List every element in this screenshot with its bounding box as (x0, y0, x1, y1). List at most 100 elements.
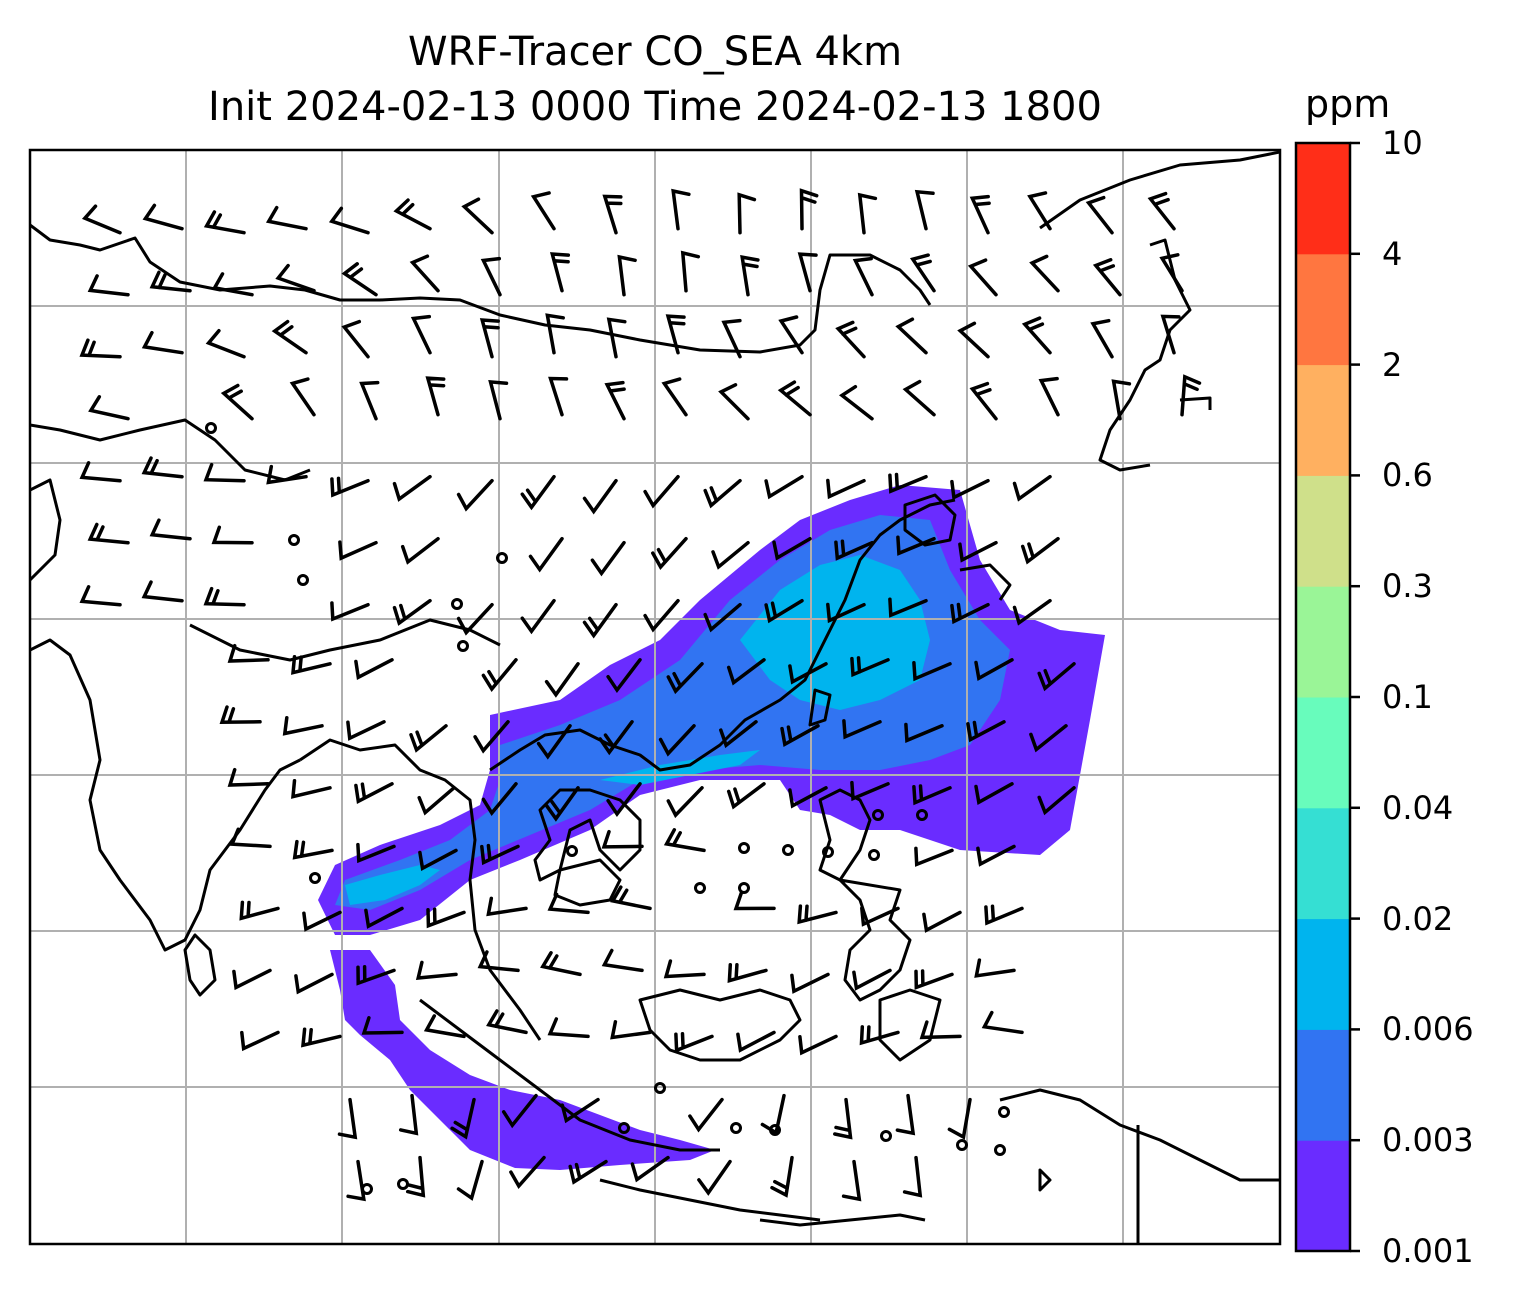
wind-barb (914, 846, 954, 867)
wind-barb (958, 540, 998, 563)
wind-barb (888, 472, 928, 494)
wind-barb (417, 786, 456, 816)
colorbar-tick-label: 4 (1382, 234, 1403, 273)
wind-barb (354, 658, 394, 680)
wind-barb (141, 580, 184, 603)
wind-barb (418, 848, 458, 871)
wind-barb (302, 910, 342, 932)
wind-barb (330, 601, 370, 622)
calm-wind-markers (205, 422, 1010, 1195)
wind-barb (777, 380, 812, 417)
wind-barb (838, 384, 874, 421)
wind-barb (969, 194, 991, 235)
wind-barb (330, 476, 370, 498)
wind-barb (850, 780, 890, 802)
wind-barb (480, 256, 502, 297)
wind-barb (857, 192, 878, 235)
wind-barb (896, 535, 936, 556)
calm-wind-marker (654, 1082, 666, 1094)
wind-barb (1020, 536, 1060, 565)
wind-barb (606, 658, 642, 694)
wind-barb (328, 206, 370, 235)
wind-barb (337, 1097, 358, 1140)
colorbar-swatch-0.6 (1296, 364, 1350, 476)
colorbar-tick-label: 0.1 (1382, 678, 1433, 716)
calm-wind-marker (868, 849, 880, 861)
wind-barb (658, 724, 696, 757)
colorbar-swatch-0.3 (1296, 475, 1350, 587)
wind-barb (950, 478, 990, 501)
wind-barb (770, 1155, 794, 1198)
wind-barb (141, 330, 184, 355)
wind-barb (606, 317, 627, 359)
calm-wind-marker (694, 882, 706, 894)
colorbar-unit: ppm (1305, 82, 1391, 126)
wind-barb (203, 586, 246, 607)
wind-barb (410, 314, 432, 355)
colorbar-tick-label: 0.04 (1382, 788, 1454, 827)
wind-barb (530, 191, 556, 231)
wind-barb (860, 906, 900, 927)
wind-barb (354, 782, 394, 804)
map-title-line2: Init 2024-02-13 0000 Time 2024-02-13 180… (208, 84, 1102, 130)
wind-barb (227, 643, 270, 663)
wind-barb (826, 602, 866, 624)
wind-barb (703, 478, 742, 509)
wind-barb (220, 383, 254, 421)
wind-barb (87, 522, 130, 545)
wind-barb (291, 654, 332, 675)
calm-wind-marker (496, 552, 508, 564)
wind-barbs (79, 188, 1202, 1202)
wind-barb (547, 1017, 590, 1039)
wind-barb (338, 540, 378, 561)
wind-barb (275, 263, 316, 293)
wind-barb (265, 205, 308, 231)
wind-barb (788, 662, 828, 685)
wind-barb (947, 1097, 972, 1140)
calm-wind-marker (998, 1106, 1010, 1118)
wind-barb (291, 778, 332, 799)
wind-barb (780, 724, 820, 748)
wind-barb (149, 270, 192, 293)
wind-barb (663, 828, 706, 853)
wind-barb (232, 968, 272, 991)
wind-barb (711, 540, 750, 570)
wind-barb (850, 656, 890, 678)
calm-wind-marker (769, 1124, 781, 1136)
wind-barb (912, 784, 952, 806)
wind-barb (967, 258, 998, 297)
wind-barb (536, 724, 572, 760)
wind-barb (772, 536, 812, 561)
wind-barb (764, 474, 804, 500)
plume-level-0.006-west (345, 865, 440, 905)
wind-barb (1012, 474, 1052, 502)
wind-barb (501, 1093, 538, 1129)
wind-barb (957, 321, 990, 359)
wind-barb (400, 536, 440, 565)
wind-barb (346, 1159, 366, 1202)
wind-barb (456, 478, 494, 512)
wind-barb (726, 658, 766, 686)
wind-barb (663, 959, 706, 979)
wind-barb (486, 1009, 528, 1035)
wind-barb (790, 972, 830, 994)
wind-barb (834, 539, 874, 561)
wind-barb (852, 256, 874, 297)
calm-wind-marker (956, 1139, 968, 1151)
wind-barb (726, 782, 766, 810)
wind-barb (671, 188, 691, 231)
wind-barb (79, 585, 122, 607)
wind-barb (426, 907, 466, 929)
wind-barb (895, 1093, 916, 1136)
wind-barb (392, 474, 432, 502)
wind-barb (361, 1016, 404, 1035)
map-title-line1: WRF-Tracer CO_SEA 4km (407, 29, 903, 75)
colorbar-swatch-0.04 (1296, 697, 1350, 809)
calm-wind-marker (730, 1122, 742, 1134)
wind-barb (461, 197, 494, 235)
colorbar-tick-label: 0.006 (1382, 1010, 1474, 1049)
wind-barb (211, 272, 254, 297)
wind-barb (912, 660, 952, 682)
wind-barb (976, 844, 1016, 867)
